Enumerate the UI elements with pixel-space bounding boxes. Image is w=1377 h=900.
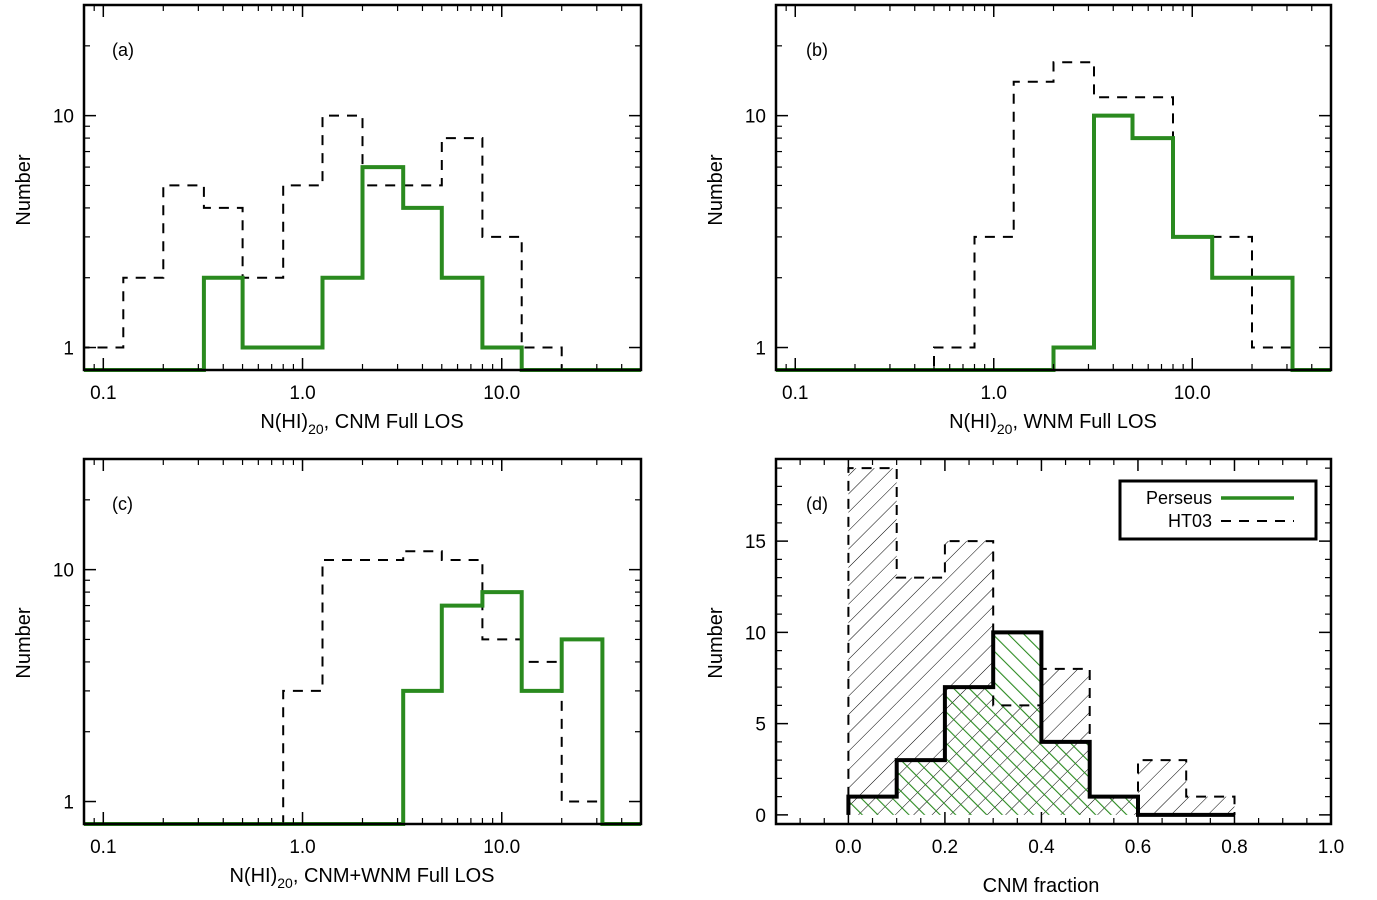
bar-fill-perseus-0 bbox=[848, 796, 897, 815]
panel-a: (a) Number N(HI)20, CNM Full LOS bbox=[13, 40, 464, 437]
y-tick-label-b-0: 1 bbox=[755, 339, 766, 360]
x-tick-label-c-0: 0.1 bbox=[90, 837, 116, 858]
x-tick-label-d-0: 0.0 bbox=[835, 837, 861, 858]
legend-box bbox=[1118, 479, 1318, 541]
series-perseus-line bbox=[84, 165, 641, 372]
x-tick-label-a-0: 0.1 bbox=[90, 383, 116, 404]
panel-a-xlabel-sub: 20 bbox=[308, 421, 324, 437]
bar-fill-perseus-3 bbox=[993, 632, 1042, 815]
y-tick-label-b-1: 10 bbox=[745, 107, 766, 128]
y-tick-label-d-2: 10 bbox=[745, 623, 766, 644]
x-tick-label-a-2: 10.0 bbox=[483, 383, 520, 404]
panel-c-xlabel: N(HI)20, CNM+WNM Full LOS bbox=[229, 865, 494, 891]
bar-fill-perseus-5 bbox=[1089, 796, 1138, 815]
panel-c-ylabel: Number bbox=[13, 607, 35, 678]
panel-d: (d) Number CNM fraction Perseus HT03 bbox=[705, 479, 1318, 897]
series-perseus-line bbox=[84, 590, 641, 826]
x-tick-label-d-3: 0.6 bbox=[1125, 837, 1151, 858]
y-tick-label-c-0: 1 bbox=[63, 793, 74, 814]
panel-d-label: (d) bbox=[806, 494, 828, 514]
bar-fill-perseus-2 bbox=[944, 687, 994, 815]
plot-frame-b bbox=[774, 3, 1333, 372]
y-tick-label-d-1: 5 bbox=[755, 715, 766, 736]
series-ht03-line bbox=[84, 550, 641, 825]
plot-area-d: 0.0 0.2 0.4 0.6 0.8 1.0 0 5 10 15 bbox=[745, 457, 1344, 858]
plot-frame-c bbox=[82, 457, 643, 826]
x-tick-label-b-2: 10.0 bbox=[1174, 383, 1211, 404]
bar-fill-ht03-0 bbox=[848, 468, 897, 815]
panel-a-xlabel-main: N(HI) bbox=[260, 411, 308, 433]
panel-c-xlabel-rest: , CNM+WNM Full LOS bbox=[293, 865, 495, 887]
x-tick-label-b-0: 0.1 bbox=[782, 383, 808, 404]
x-tick-label-c-1: 1.0 bbox=[289, 837, 315, 858]
legend: Perseus HT03 bbox=[1118, 479, 1318, 541]
y-tick-label-c-1: 10 bbox=[53, 561, 74, 582]
plot-area-b: 0.1 1.0 10.0 1 10 bbox=[745, 3, 1333, 404]
series-ht03-line bbox=[776, 61, 1331, 371]
panel-a-label: (a) bbox=[112, 40, 134, 60]
panel-c: (c) Number N(HI)20, CNM+WNM Full LOS bbox=[13, 494, 495, 891]
series-perseus-line bbox=[846, 630, 1235, 817]
panel-b-xlabel: N(HI)20, WNM Full LOS bbox=[949, 411, 1157, 437]
panel-d-ylabel: Number bbox=[705, 607, 727, 678]
legend-label-ht03: HT03 bbox=[1168, 511, 1212, 531]
x-tick-label-d-4: 0.8 bbox=[1221, 837, 1247, 858]
x-tick-label-c-2: 10.0 bbox=[483, 837, 520, 858]
panel-a-ylabel: Number bbox=[13, 154, 35, 225]
panel-b: (b) Number N(HI)20, WNM Full LOS bbox=[705, 40, 1157, 437]
panel-a-xlabel-rest: , CNM Full LOS bbox=[324, 411, 464, 433]
bar-fill-perseus-1 bbox=[896, 760, 945, 815]
panel-b-ylabel: Number bbox=[705, 154, 727, 225]
panel-c-label: (c) bbox=[112, 494, 133, 514]
panel-b-xlabel-rest: , WNM Full LOS bbox=[1012, 411, 1156, 433]
legend-label-perseus: Perseus bbox=[1146, 488, 1212, 508]
plot-frame-d bbox=[774, 457, 1333, 826]
panel-b-xlabel-main: N(HI) bbox=[949, 411, 997, 433]
y-tick-label-a-1: 10 bbox=[53, 107, 74, 128]
panel-a-xlabel: N(HI)20, CNM Full LOS bbox=[260, 411, 463, 437]
x-tick-label-b-1: 1.0 bbox=[981, 383, 1007, 404]
x-tick-label-d-1: 0.2 bbox=[932, 837, 958, 858]
plot-area-a: 0.1 1.0 10.0 1 10 bbox=[53, 3, 643, 404]
panel-d-xlabel: CNM fraction bbox=[983, 875, 1100, 897]
x-tick-label-d-5: 1.0 bbox=[1318, 837, 1344, 858]
y-tick-label-a-0: 1 bbox=[63, 339, 74, 360]
panel-d-xlabel-main: CNM fraction bbox=[983, 875, 1100, 897]
series-perseus-line bbox=[776, 113, 1331, 372]
panel-b-label: (b) bbox=[806, 40, 828, 60]
bar-fill-perseus-4 bbox=[1041, 741, 1090, 815]
panel-c-xlabel-main: N(HI) bbox=[229, 865, 277, 887]
x-tick-label-d-2: 0.4 bbox=[1028, 837, 1055, 858]
panel-b-xlabel-sub: 20 bbox=[997, 421, 1013, 437]
x-tick-label-a-1: 1.0 bbox=[289, 383, 315, 404]
y-tick-label-d-0: 0 bbox=[755, 806, 766, 827]
plot-area-c: 0.1 1.0 10.0 1 10 bbox=[53, 457, 643, 858]
bar-fill-ht03-7 bbox=[1186, 796, 1235, 815]
y-tick-label-d-3: 15 bbox=[745, 532, 766, 553]
panel-c-xlabel-sub: 20 bbox=[277, 875, 293, 891]
bar-fill-ht03-6 bbox=[1137, 760, 1187, 815]
series-ht03-line bbox=[83, 114, 641, 371]
